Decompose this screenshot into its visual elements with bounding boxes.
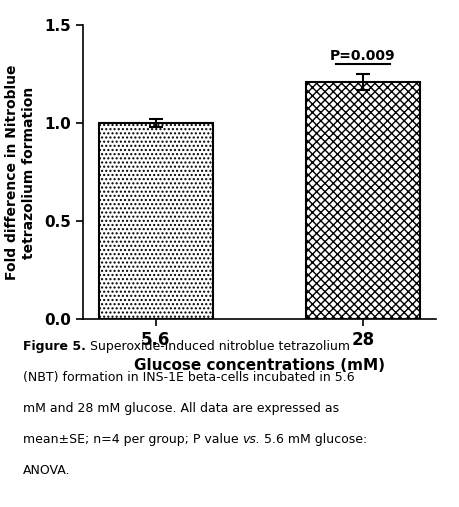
Text: ANOVA.: ANOVA.: [23, 464, 70, 477]
Text: vs.: vs.: [242, 433, 260, 446]
Text: mM and 28 mM glucose. All data are expressed as: mM and 28 mM glucose. All data are expre…: [23, 402, 339, 415]
X-axis label: Glucose concentrations (mM): Glucose concentrations (mM): [134, 357, 385, 373]
Text: Superoxide-induced nitroblue tetrazolium: Superoxide-induced nitroblue tetrazolium: [86, 340, 350, 353]
Bar: [99, 123, 213, 319]
Text: P=0.009: P=0.009: [330, 49, 396, 62]
Text: (NBT) formation in INS-1E beta-cells incubated in 5.6: (NBT) formation in INS-1E beta-cells inc…: [23, 371, 354, 384]
Text: mean±SE; n=4 per group; P value: mean±SE; n=4 per group; P value: [23, 433, 242, 446]
Text: 5.6 mM glucose:: 5.6 mM glucose:: [260, 433, 368, 446]
Y-axis label: Fold difference in Nitroblue
tetrazolium formation: Fold difference in Nitroblue tetrazolium…: [6, 64, 36, 280]
Bar: [306, 82, 420, 319]
Text: Figure 5.: Figure 5.: [23, 340, 86, 353]
